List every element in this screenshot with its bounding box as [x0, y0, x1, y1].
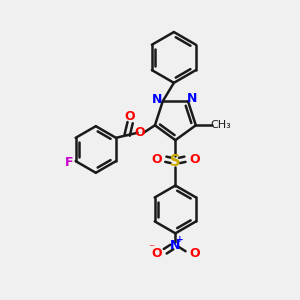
Text: O: O	[125, 110, 136, 123]
Text: O: O	[151, 153, 162, 166]
Text: S: S	[170, 154, 181, 169]
Text: N: N	[186, 92, 197, 105]
Text: O: O	[134, 126, 145, 139]
Text: O: O	[189, 247, 200, 260]
Text: O: O	[189, 153, 200, 166]
Text: N: N	[170, 239, 181, 252]
Text: ⁻: ⁻	[149, 242, 155, 255]
Text: +: +	[176, 236, 184, 244]
Text: CH₃: CH₃	[210, 120, 231, 130]
Text: O: O	[151, 247, 162, 260]
Text: N: N	[152, 93, 163, 106]
Text: F: F	[65, 156, 73, 169]
